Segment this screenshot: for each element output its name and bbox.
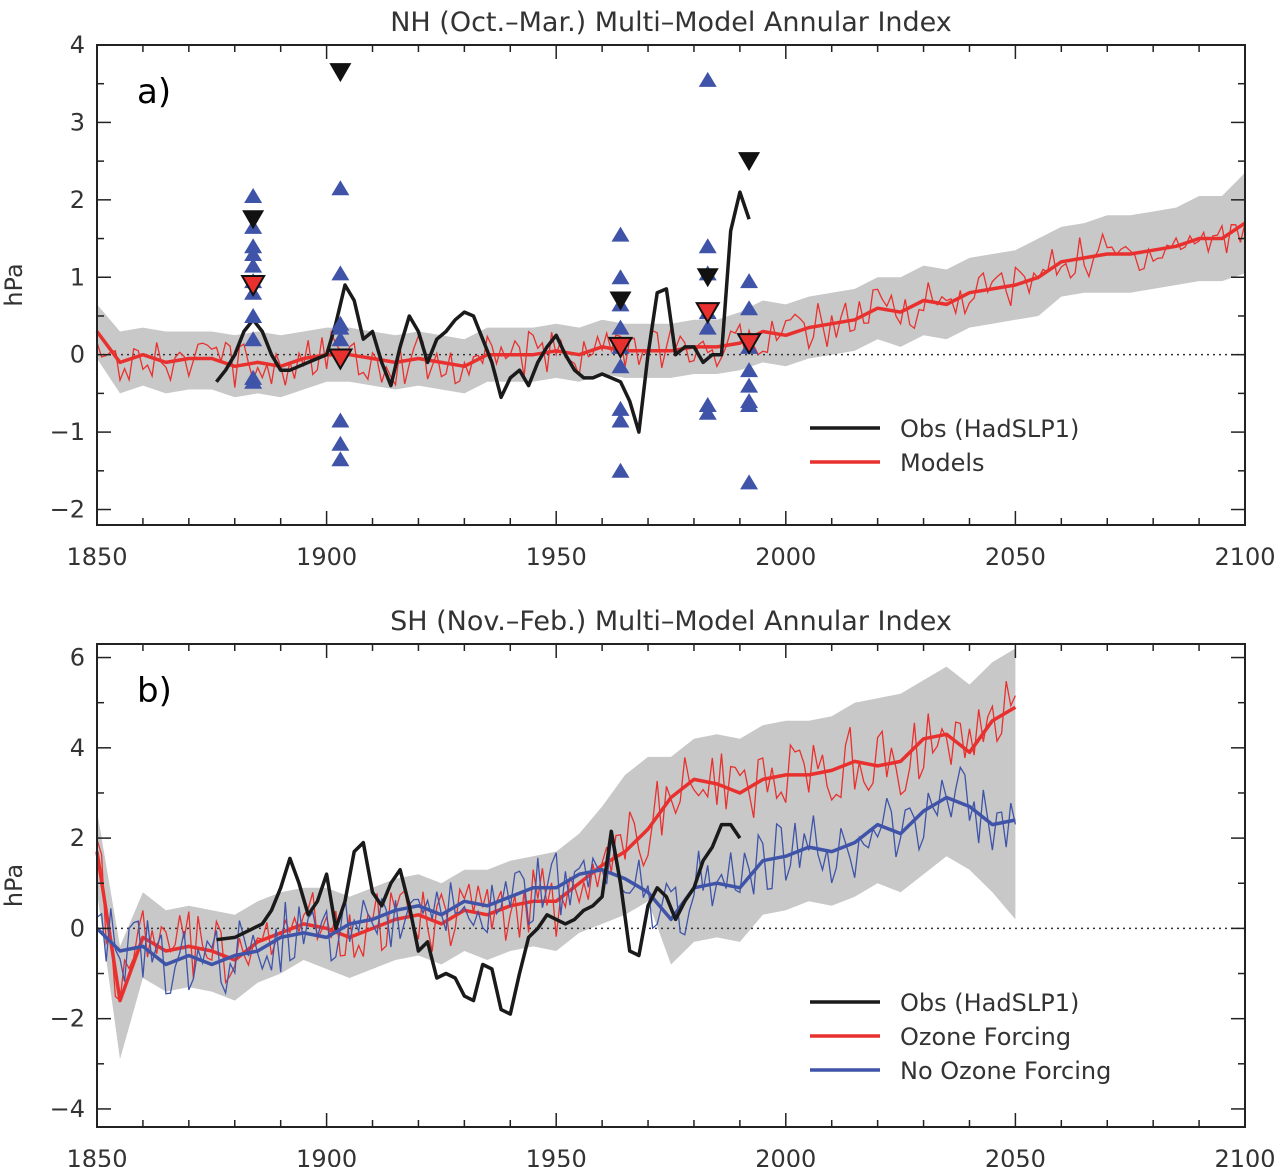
y-tick-label: 1 [70,263,85,291]
model-triangle-marker [244,257,263,273]
legend-label: Ozone Forcing [900,1023,1071,1051]
obs-triangle-marker [696,268,719,288]
model-triangle-marker [740,300,759,316]
uncertainty-band [97,172,1245,398]
model-triangle-marker [698,404,717,420]
model-triangle-marker [611,269,630,285]
model-mean-triangle-marker [736,333,762,356]
series-line-no-ozone-forcing [95,795,1016,967]
x-tick-label: 2050 [985,543,1046,571]
model-triangle-marker [611,462,630,478]
x-tick-label: 1900 [296,543,357,571]
x-tick-label: 2000 [755,1145,816,1167]
y-tick-label: 2 [70,186,85,214]
y-tick-label: 4 [70,734,85,762]
model-triangle-marker [331,319,350,335]
obs-triangle-marker [738,152,761,172]
y-tick-label: 3 [70,108,85,136]
x-tick-label: 2100 [1214,1145,1275,1167]
model-triangle-marker [698,71,717,87]
y-tick-label: 4 [70,31,85,59]
model-triangle-marker [244,331,263,347]
model-triangle-marker [740,397,759,412]
series-line-obs [216,822,742,1016]
chart-title: SH (Nov.–Feb.) Multi–Model Annular Index [390,606,952,637]
obs-triangle-marker [242,210,265,230]
model-triangle-marker [244,307,263,323]
model-triangle-marker [698,238,717,254]
model-triangle-marker [244,187,263,203]
panel-a: NH (Oct.–Mar.) Multi–Model Annular Index… [0,7,1276,571]
x-tick-label: 1900 [296,1145,357,1167]
model-triangle-marker [740,474,759,490]
x-tick-label: 2000 [755,543,816,571]
x-tick-label: 1950 [526,1145,587,1167]
model-triangle-marker [331,265,350,281]
model-triangle-marker [331,180,350,196]
obs-triangle-marker [609,291,632,311]
model-triangle-marker [740,273,759,289]
model-mean-triangle-marker [607,336,634,359]
x-tick-label: 1850 [66,1145,127,1167]
model-triangle-marker [611,412,630,428]
model-triangle-marker [740,362,759,378]
y-tick-label: 0 [70,914,85,942]
panel-b: SH (Nov.–Feb.) Multi–Model Annular Index… [0,606,1276,1167]
model-triangle-marker [331,435,350,451]
series-line-models [95,221,1246,369]
model-mean-triangle-marker [240,275,266,297]
plot-frame [96,44,1246,526]
model-triangle-marker [740,377,759,393]
model-triangle-marker [244,246,263,262]
legend-label: No Ozone Forcing [900,1057,1111,1085]
chart-title: NH (Oct.–Mar.) Multi–Model Annular Index [390,7,952,38]
x-tick-label: 2100 [1214,543,1275,571]
model-mean-triangle-marker [695,302,721,325]
model-triangle-marker [698,397,717,412]
panel-label: a) [137,72,171,112]
model-triangle-marker [611,358,630,374]
y-tick-label: −2 [50,1005,85,1033]
model-triangle-marker [611,319,630,335]
panel-label: b) [137,671,172,711]
x-tick-label: 1950 [526,543,587,571]
model-triangle-marker [331,451,350,467]
model-triangle-marker [244,373,263,389]
model-triangle-marker [331,412,350,428]
y-tick-label: −4 [50,1095,85,1123]
annual-line-ozone-forcing [96,680,1016,1002]
x-tick-label: 1850 [66,543,127,571]
series-line-obs [215,190,751,434]
model-triangle-marker [611,226,630,242]
legend-label: Obs (HadSLP1) [900,415,1079,443]
y-tick-label: 6 [70,644,85,672]
model-triangle-marker [244,238,263,254]
model-triangle-marker [611,400,630,416]
model-triangle-marker [331,331,350,347]
model-triangle-marker [698,319,717,335]
y-axis-label: hPa [0,263,28,306]
annual-line-no-ozone-forcing [96,765,1017,996]
legend-label: Models [900,449,985,477]
obs-triangle-marker [329,63,352,83]
y-axis-label: hPa [0,864,28,907]
y-tick-label: 0 [70,341,85,369]
plot-frame [96,643,1246,1128]
model-mean-triangle-marker [327,348,354,371]
y-tick-label: −1 [50,418,85,446]
y-tick-label: 2 [70,824,85,852]
y-tick-label: −2 [50,496,85,524]
legend-label: Obs (HadSLP1) [900,989,1079,1017]
x-tick-label: 2050 [985,1145,1046,1167]
